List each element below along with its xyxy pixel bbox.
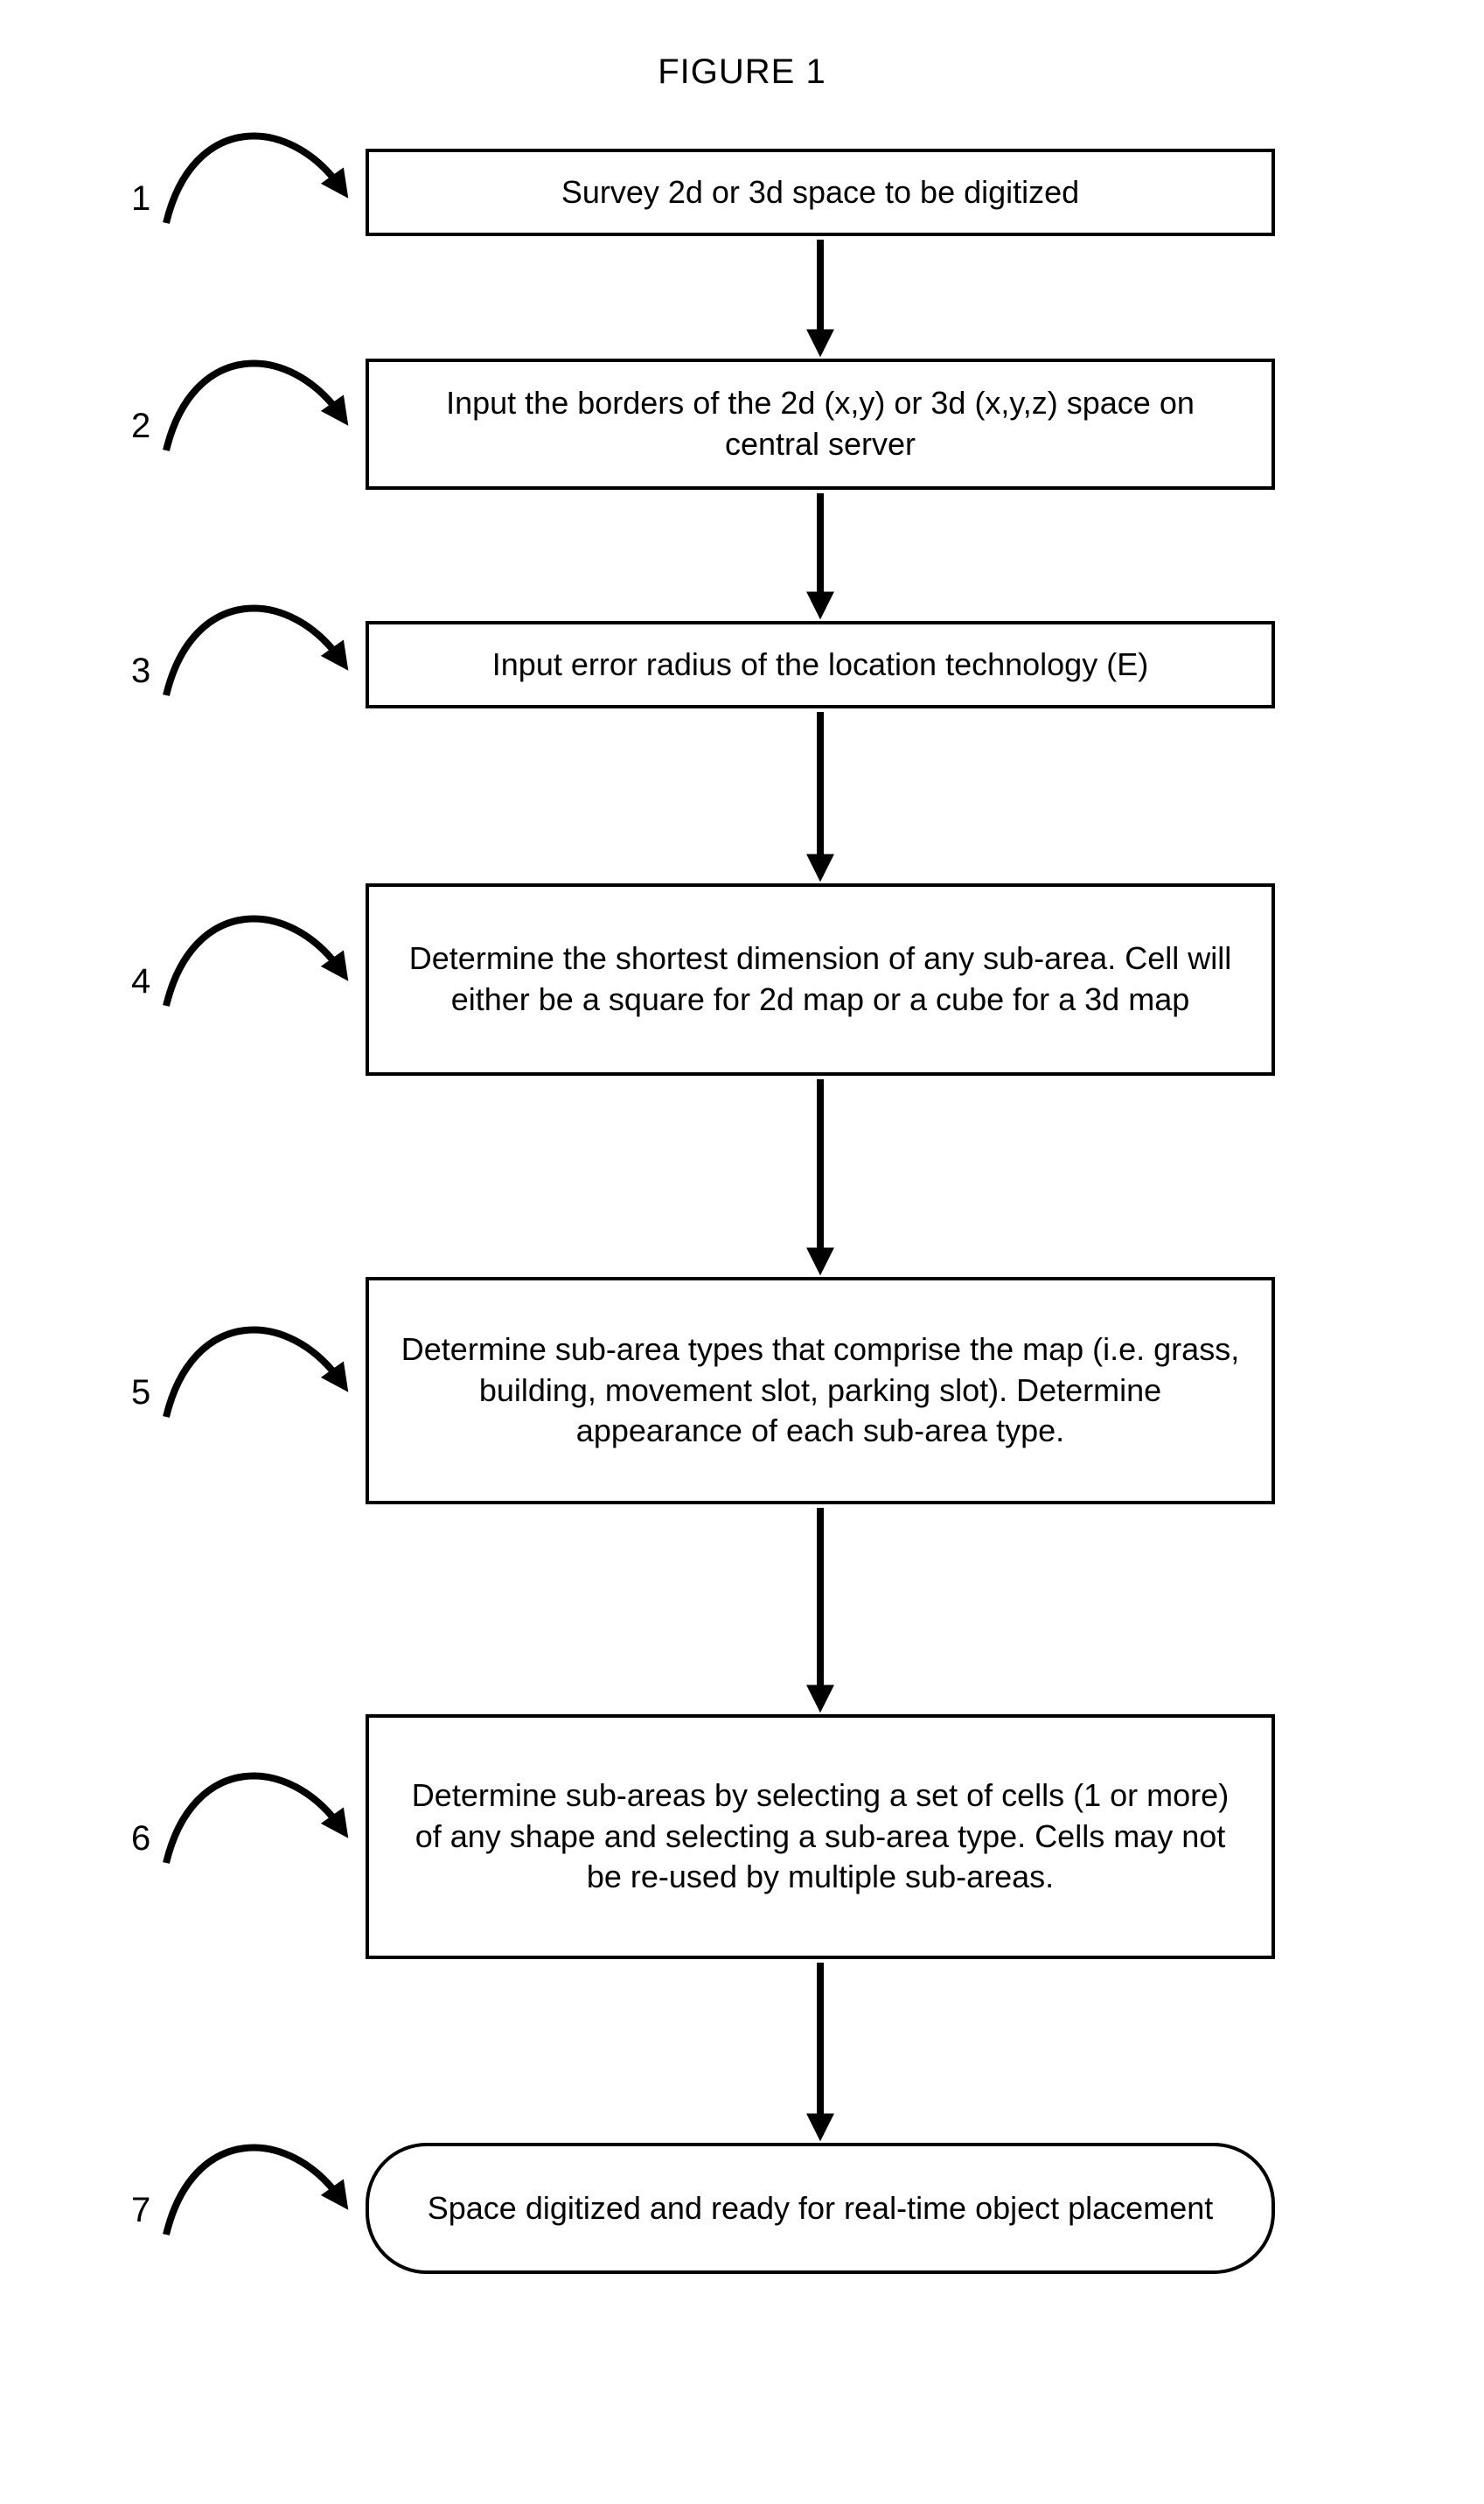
- callout-arc: [166, 1776, 341, 1863]
- callout-arc: [166, 136, 341, 223]
- callout-arc: [166, 364, 341, 450]
- callout-arc: [166, 919, 341, 1006]
- callout-arcs-layer: [0, 0, 1484, 2504]
- callout-arc: [166, 609, 341, 695]
- flowchart-page: FIGURE 1 Survey 2d or 3d space to be dig…: [0, 0, 1484, 2504]
- callout-arc: [166, 1330, 341, 1417]
- callout-arc: [166, 2148, 341, 2235]
